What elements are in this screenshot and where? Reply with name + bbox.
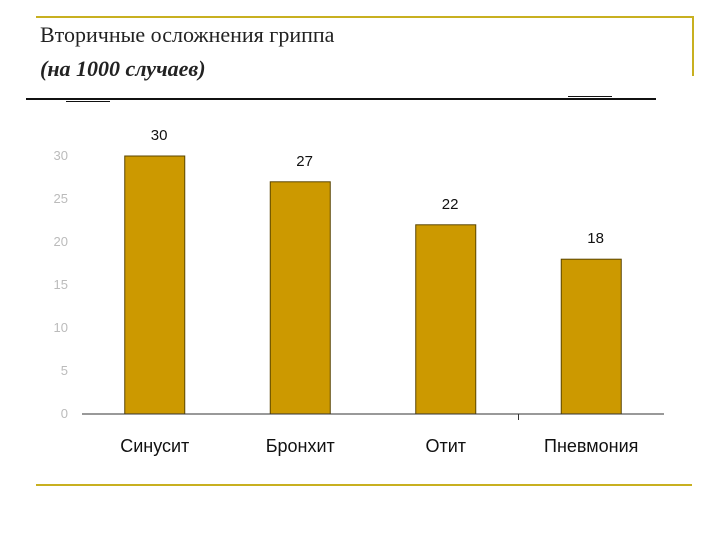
y-tick-label: 30	[54, 148, 68, 163]
frame-bottom-line	[36, 484, 692, 486]
y-tick-label: 10	[54, 320, 68, 335]
data-label: 27	[296, 153, 313, 170]
data-label: 30	[151, 127, 168, 144]
bar	[269, 181, 331, 415]
bar	[560, 258, 622, 415]
slide-subtitle: (на 1000 случаев)	[40, 56, 206, 81]
category-label: Синусит	[120, 436, 189, 456]
title-underline-accent-right	[568, 96, 612, 97]
category-label: Отит	[425, 436, 466, 456]
frame-top-line	[36, 16, 692, 18]
slide-title: Вторичные осложнения гриппа	[40, 22, 335, 47]
bar	[415, 224, 477, 415]
y-tick-label: 20	[54, 234, 68, 249]
frame-right-line	[692, 16, 694, 76]
data-label: 18	[587, 230, 604, 247]
category-label: Пневмония	[544, 436, 638, 456]
y-tick-label: 5	[61, 363, 68, 378]
data-label: 22	[442, 196, 459, 213]
y-tick-label: 0	[61, 406, 68, 421]
title-underline-accent-left	[66, 101, 110, 102]
y-tick-label: 25	[54, 191, 68, 206]
title-underline	[26, 98, 656, 100]
y-tick-label: 15	[54, 277, 68, 292]
bar	[124, 155, 186, 415]
category-label: Бронхит	[266, 436, 335, 456]
